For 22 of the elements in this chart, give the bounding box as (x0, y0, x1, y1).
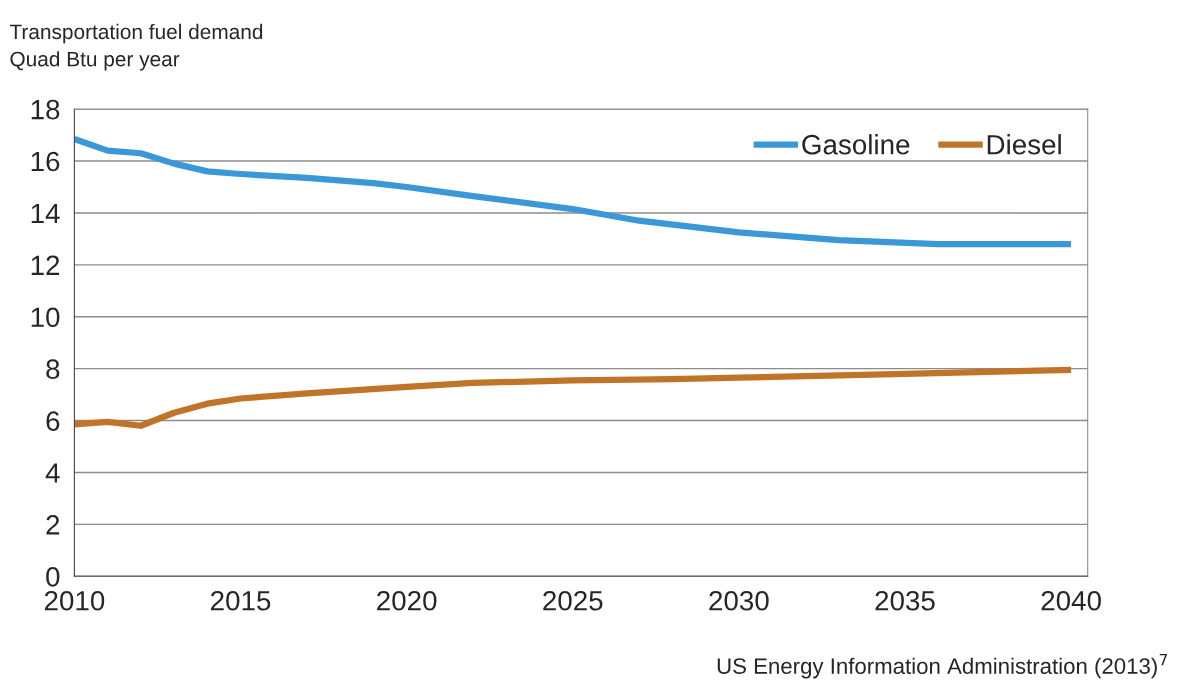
y-tick-label: 16 (31, 151, 60, 172)
legend-label: Gasoline (802, 134, 910, 155)
y-axis-title: Quad Btu per year (10, 51, 180, 71)
legend-label: Diesel (987, 134, 1061, 155)
x-tick-label: 2010 (44, 590, 105, 611)
text: US Energy Information Administration (2013)$^{7}$ (717, 653, 1168, 679)
x-tick-label: 2020 (377, 590, 437, 611)
x-tick-label: 2040 (1041, 590, 1101, 611)
x-tick-label: 2030 (709, 590, 769, 611)
y-tick-label: 4 (45, 463, 60, 483)
y-tick-label: 12 (31, 255, 60, 275)
chart-title: Transportation fuel demand (9, 23, 263, 44)
y-tick-label: 14 (31, 203, 60, 223)
y-tick-label: 18 (31, 99, 60, 120)
x-tick-label: 2035 (875, 590, 935, 611)
y-tick-label: 0 (46, 566, 60, 587)
x-tick-label: 2015 (211, 590, 271, 611)
y-tick-label: 2 (46, 515, 60, 535)
y-tick-label: 10 (31, 307, 60, 328)
x-tick-label: 2025 (543, 590, 603, 611)
y-tick-label: 6 (46, 411, 60, 431)
y-tick-label: 8 (46, 359, 60, 379)
